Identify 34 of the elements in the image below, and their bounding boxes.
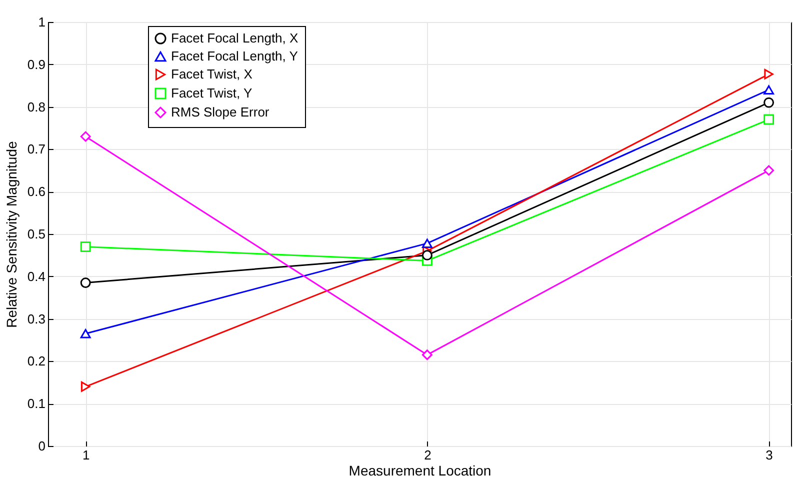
x-tick-label: 3 [766,448,773,462]
legend-label: Facet Twist, X [171,66,253,82]
legend-label: RMS Slope Error [171,104,270,120]
point [422,250,432,260]
y-tick-label: 0.7 [27,142,46,157]
x-tick-label: 1 [82,448,90,462]
y-tick-label: 0.5 [27,226,46,242]
y-tick-label: 0.4 [27,268,46,284]
point [422,238,432,248]
y-tick-label: 1 [38,14,46,30]
point [764,165,774,176]
x-axis-title: Measurement Location [348,462,492,478]
point [764,114,774,125]
point [80,329,91,338]
point [80,131,91,142]
y-axis-title: Relative Sensitivity Magnitude [3,140,20,328]
y-tick-label: 0 [38,438,46,454]
point [80,278,91,288]
y-tick-label: 0.2 [27,354,46,369]
x-tick-label: 2 [424,448,432,462]
y-tick-label: 0.6 [27,184,46,200]
point [422,350,432,360]
y-tick-label: 0.8 [27,99,46,114]
point [764,97,774,108]
point [80,242,91,252]
y-tick-label: 0.9 [27,56,46,72]
legend-label: Facet Focal Length, X [171,30,299,46]
legend-label: Facet Twist, Y [171,86,252,100]
point [764,68,774,80]
y-tick-label: 0.1 [27,396,46,412]
point [80,381,90,392]
legend-label: Facet Focal Length, Y [171,48,298,64]
y-tick-label: 0.3 [27,311,46,326]
point [764,85,774,94]
